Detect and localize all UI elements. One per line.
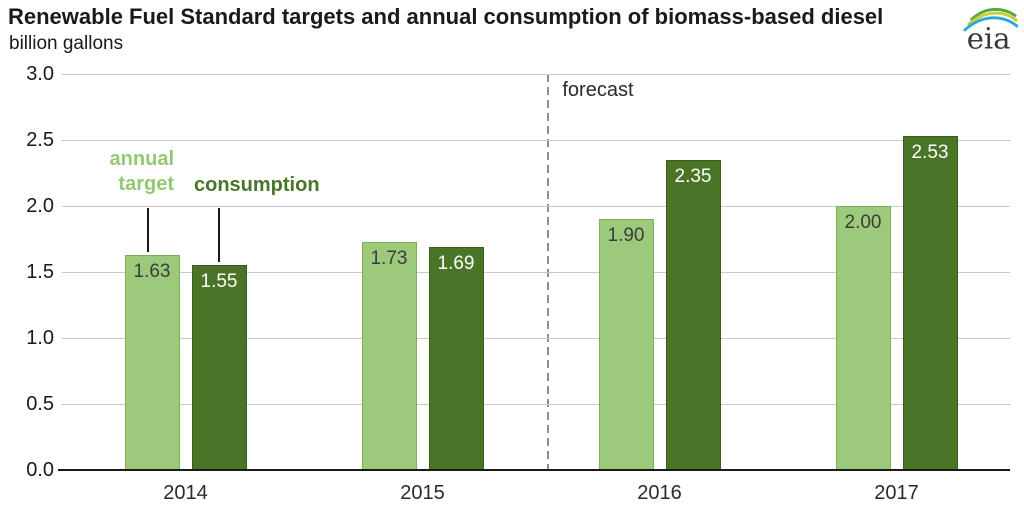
- bar-value-label: 1.90: [607, 225, 645, 247]
- logo-arc-yellow: [967, 11, 1018, 26]
- legend-annual-target: annual target: [109, 148, 174, 195]
- gridline-0.5: [62, 404, 1010, 405]
- bar-value-label: 1.73: [370, 247, 408, 269]
- bar-annual-target-2017: 2.00: [835, 206, 891, 470]
- gridline-1.5: [62, 272, 1010, 273]
- logo-arc-green: [970, 7, 1017, 21]
- x-axis-baseline: [58, 469, 1010, 471]
- bar-value-label: 2.00: [844, 212, 882, 233]
- plot-area: forecast 3.0 2.5 2.0 1.5 1.0 0.5 0.0 1.63 1.55 20…: [26, 63, 1010, 504]
- y-tick-label-3.0: 3.0: [26, 63, 54, 85]
- gridline-2.0: [62, 206, 1010, 207]
- bar-value-label: 2.35: [674, 165, 712, 187]
- y-tick-label-1.5: 1.5: [26, 261, 54, 283]
- y-tick-label-0.0: 0.0: [26, 459, 54, 481]
- bar-annual-target-2016: 1.90: [598, 219, 654, 470]
- x-tick-label-2014: 2014: [163, 482, 208, 504]
- logo-text: eia: [967, 21, 1011, 54]
- bar-consumption-2015: 1.69: [428, 246, 484, 470]
- bar-value-label: 1.69: [437, 252, 475, 274]
- bar-annual-target-2014: 1.63: [124, 254, 180, 470]
- bar-value-label: 2.53: [911, 142, 949, 164]
- bar-value-label: 1.55: [200, 271, 238, 293]
- gridline-2.5: [62, 140, 1010, 141]
- y-tick-label-1.0: 1.0: [26, 327, 54, 349]
- x-tick-label-2015: 2015: [400, 482, 445, 504]
- y-tick-label-2.5: 2.5: [26, 129, 54, 151]
- x-tick-label-2016: 2016: [637, 482, 682, 504]
- chart-subtitle: billion gallons: [9, 33, 124, 54]
- legend-annual-target-leader-line: [147, 208, 149, 252]
- x-tick-label-2017: 2017: [874, 482, 919, 504]
- forecast-label: forecast: [562, 79, 634, 101]
- bar-consumption-2016: 2.35: [665, 159, 721, 470]
- bar-consumption-2014: 1.55: [191, 265, 247, 470]
- logo-arc-blue: [963, 16, 1018, 32]
- bar-annual-target-2015: 1.73: [361, 241, 417, 470]
- chart-title: Renewable Fuel Standard targets and annu…: [8, 4, 884, 29]
- bar-consumption-2017: 2.53: [902, 136, 958, 470]
- y-tick-label-2.0: 2.0: [26, 195, 54, 217]
- y-tick-label-0.5: 0.5: [26, 393, 54, 415]
- gridline-3.0: [62, 74, 1010, 75]
- legend-consumption-leader-line: [218, 208, 220, 262]
- bar-value-label: 1.63: [133, 260, 171, 282]
- eia-logo: eia: [963, 7, 1018, 54]
- gridline-1.0: [62, 338, 1010, 339]
- legend-consumption: consumption: [194, 174, 320, 196]
